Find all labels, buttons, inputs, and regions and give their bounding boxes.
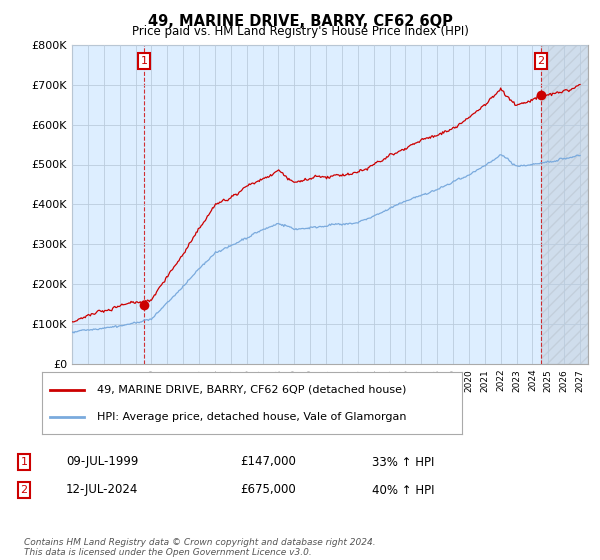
Text: 49, MARINE DRIVE, BARRY, CF62 6QP (detached house): 49, MARINE DRIVE, BARRY, CF62 6QP (detac…: [97, 385, 406, 395]
Text: Contains HM Land Registry data © Crown copyright and database right 2024.
This d: Contains HM Land Registry data © Crown c…: [24, 538, 376, 557]
Text: 33% ↑ HPI: 33% ↑ HPI: [372, 455, 434, 469]
Bar: [541, 45, 588, 364]
Text: 1: 1: [140, 56, 148, 66]
Text: 12-JUL-2024: 12-JUL-2024: [66, 483, 139, 497]
Text: 49, MARINE DRIVE, BARRY, CF62 6QP: 49, MARINE DRIVE, BARRY, CF62 6QP: [148, 14, 452, 29]
Text: 2: 2: [20, 485, 28, 495]
Text: 1: 1: [20, 457, 28, 467]
Text: HPI: Average price, detached house, Vale of Glamorgan: HPI: Average price, detached house, Vale…: [97, 412, 406, 422]
Text: 09-JUL-1999: 09-JUL-1999: [66, 455, 139, 469]
Text: £675,000: £675,000: [240, 483, 296, 497]
Text: £147,000: £147,000: [240, 455, 296, 469]
Text: 40% ↑ HPI: 40% ↑ HPI: [372, 483, 434, 497]
Text: Price paid vs. HM Land Registry's House Price Index (HPI): Price paid vs. HM Land Registry's House …: [131, 25, 469, 38]
Text: 2: 2: [537, 56, 544, 66]
